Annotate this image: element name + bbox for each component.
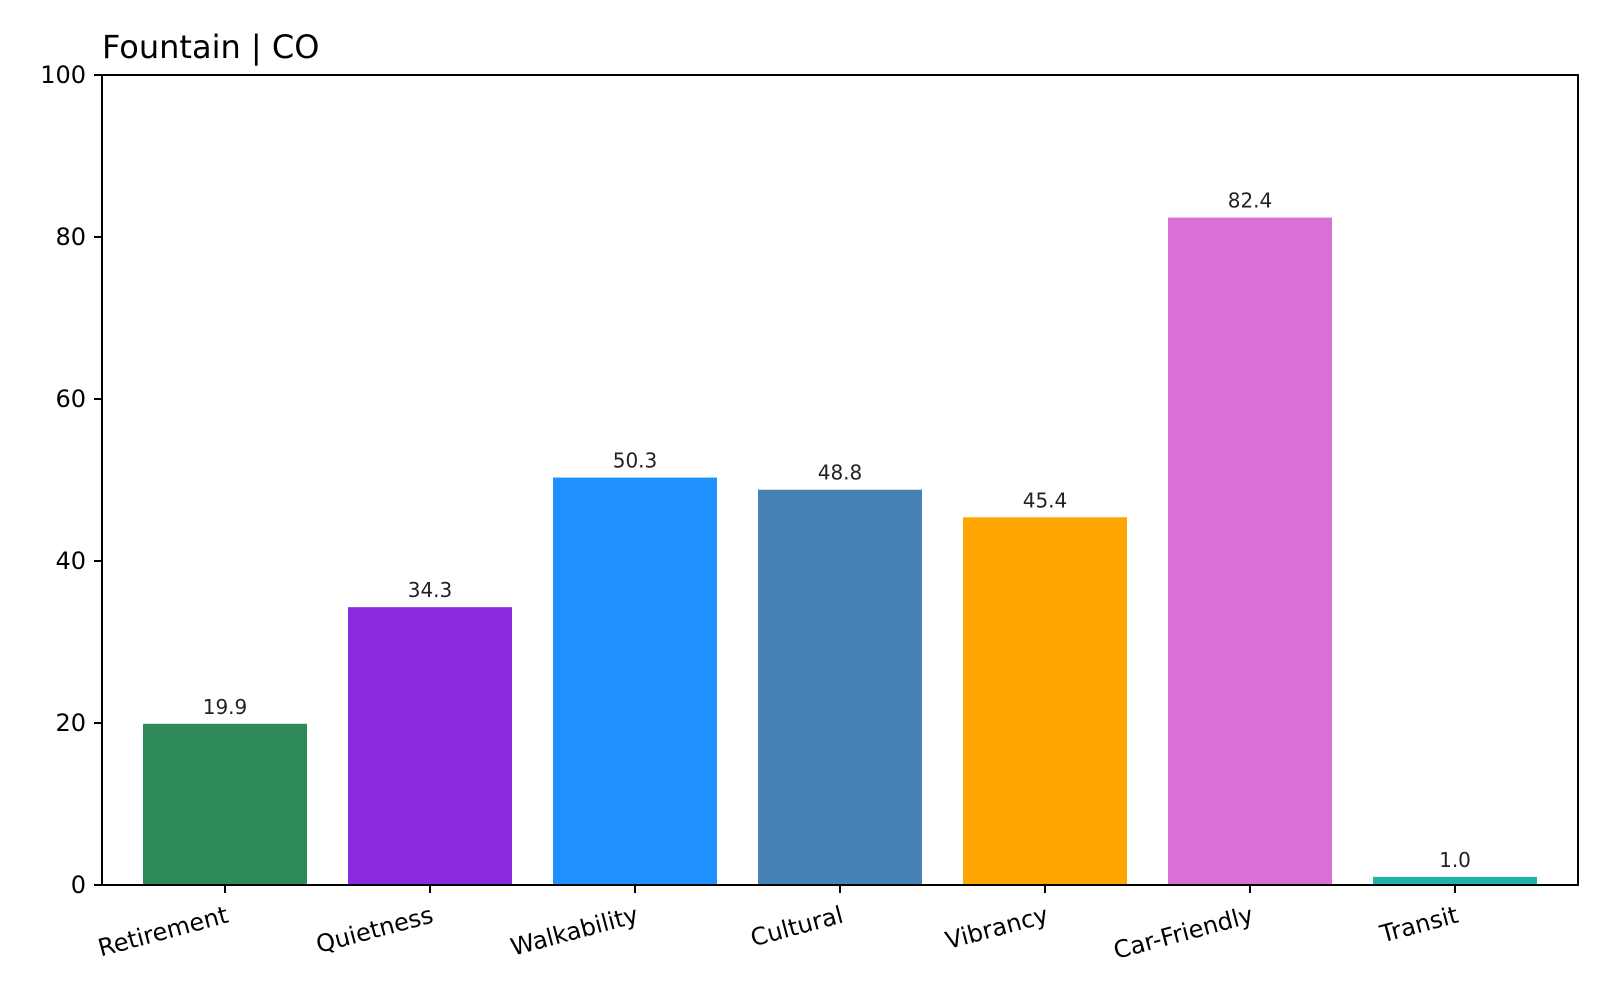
x-tick-label: Retirement — [95, 901, 231, 963]
x-tick-label: Walkability — [508, 901, 641, 962]
data-label: 48.8 — [818, 461, 863, 485]
bar-walkability — [553, 477, 717, 885]
x-tick-label: Transit — [1376, 901, 1461, 949]
y-tick-label: 100 — [40, 61, 86, 89]
chart-title: Fountain | CO — [102, 28, 319, 66]
y-tick-label: 20 — [55, 709, 86, 737]
data-label: 82.4 — [1228, 189, 1273, 213]
x-axis: Retirement Quietness Walkability Cultural Vi… — [95, 885, 1461, 965]
bar-quietness — [348, 607, 512, 885]
data-label: 50.3 — [613, 449, 658, 473]
bar-transit — [1373, 876, 1537, 885]
plot-frame — [101, 74, 1579, 886]
data-label: 34.3 — [408, 578, 453, 602]
y-tick-label: 80 — [55, 223, 86, 251]
bar-car-friendly — [1168, 217, 1332, 885]
y-tick-label: 0 — [71, 871, 86, 899]
y-tick-label: 60 — [55, 385, 86, 413]
bar-cultural — [758, 489, 922, 885]
data-label: 19.9 — [203, 695, 248, 719]
x-tick-label: Car-Friendly — [1111, 901, 1257, 965]
data-label: 1.0 — [1439, 848, 1471, 872]
bar-vibrancy — [963, 517, 1127, 885]
bars-layer — [143, 217, 1537, 885]
x-tick-label: Quietness — [313, 901, 436, 959]
x-tick-label: Vibrancy — [942, 901, 1051, 955]
data-labels-layer: 19.9 34.3 50.3 48.8 45.4 82.4 1.0 — [203, 189, 1471, 872]
data-label: 45.4 — [1023, 488, 1068, 512]
y-tick-label: 40 — [55, 547, 86, 575]
y-axis: 0 20 40 60 80 100 — [40, 61, 102, 899]
bar-retirement — [143, 723, 307, 885]
x-tick-label: Cultural — [748, 901, 847, 953]
